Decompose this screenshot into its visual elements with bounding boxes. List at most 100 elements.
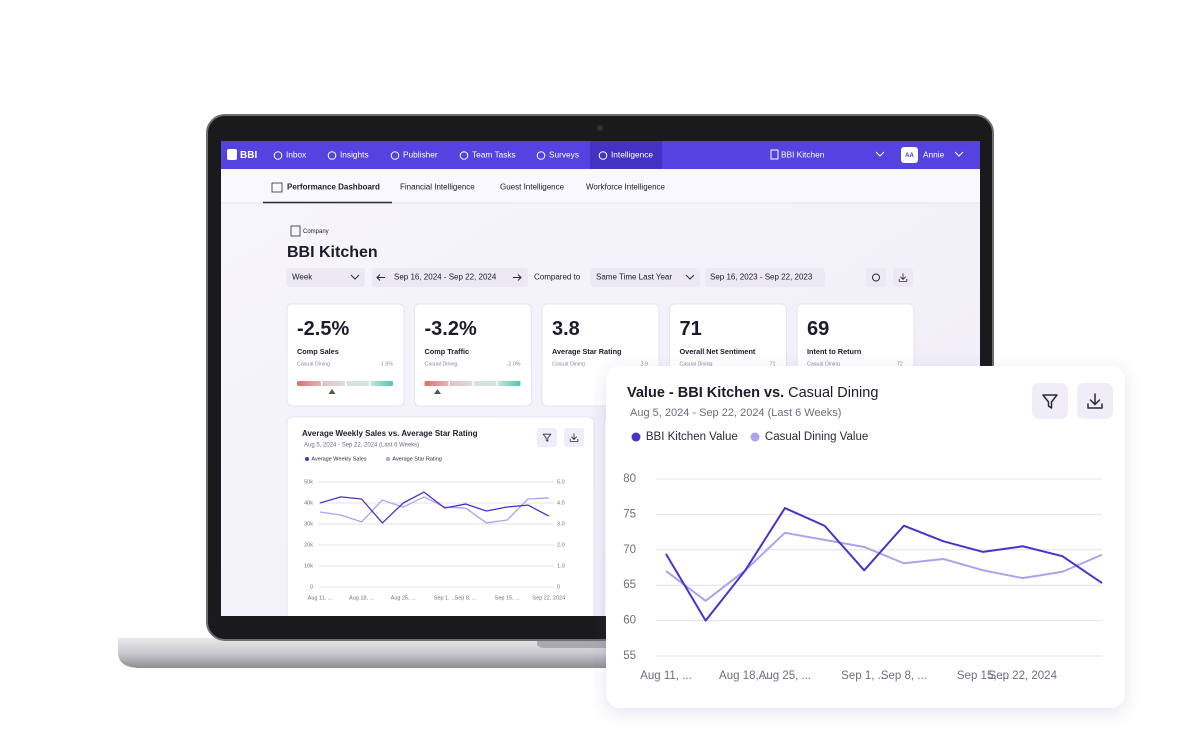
y2-tick-label: 4.0 — [557, 500, 565, 506]
kpi-card — [414, 303, 532, 407]
tab[interactable]: Workforce Intelligence — [586, 183, 666, 192]
nav-item[interactable]: Publisher — [403, 150, 438, 160]
kpi-bar-gap — [345, 381, 347, 386]
kpi-value: -2.5% — [297, 318, 349, 340]
x-tick-label: Sep 1, ... — [841, 670, 887, 682]
chart-title: Value - BBI Kitchen vs. Casual Dining — [627, 385, 878, 401]
kpi-label: Comp Traffic — [425, 347, 470, 356]
nav-icon — [459, 151, 469, 160]
y-tick-label: 40k — [304, 500, 313, 506]
y-tick-label: 20k — [304, 542, 313, 548]
settings-button[interactable] — [866, 268, 886, 287]
y2-tick-label: 5.0 — [557, 479, 565, 485]
arrows — [376, 274, 522, 281]
kpi-value: 3.8 — [552, 318, 580, 340]
nav-icon — [536, 151, 546, 160]
legend-label: BBI Kitchen Value — [646, 431, 738, 443]
nav-item[interactable]: Team Tasks — [472, 150, 516, 160]
card-bg — [606, 366, 1125, 708]
y-tick-label: 80 — [623, 473, 636, 485]
kpi-bar-gap — [496, 381, 498, 386]
avatar-bg — [901, 147, 918, 163]
kpi-benchmark: 3.9 — [641, 361, 648, 367]
y-tick-label: 10k — [304, 563, 313, 569]
legend-dot — [750, 432, 760, 442]
kpi-label: Intent to Return — [807, 347, 861, 356]
y2-tick-label: 1.0 — [557, 563, 565, 569]
y2-tick-label: 3.0 — [557, 521, 565, 527]
x-tick-label: Aug 11, ... — [308, 595, 333, 601]
kpi-value: -3.2% — [425, 318, 477, 340]
kpi-bar-gap — [321, 381, 323, 386]
tab[interactable]: Performance Dashboard — [287, 183, 380, 192]
location[interactable]: BBI Kitchen — [781, 150, 825, 160]
kpi-label: Comp Sales — [297, 347, 339, 356]
compare-select[interactable] — [590, 268, 700, 287]
filter-text: Same Time Last Year — [596, 273, 672, 282]
chart-subtitle: Aug 5, 2024 - Sep 22, 2024 (Last 6 Weeks… — [630, 407, 841, 419]
kpi-value: 69 — [807, 318, 829, 340]
x-tick-label: Aug 11, ... — [640, 670, 692, 682]
x-tick-label: Aug 25, ... — [759, 670, 811, 682]
kpi-label: Overall Net Sentiment — [680, 347, 756, 356]
floating-card: Value - BBI Kitchen vs. Casual Dining Aug … — [606, 366, 1125, 708]
nav-icon — [598, 151, 608, 160]
tab[interactable]: Financial Intelligence — [400, 183, 475, 192]
filter-text: Sep 16, 2024 - Sep 22, 2024 — [394, 273, 497, 282]
y2-tick-label: 0 — [557, 584, 560, 590]
kpi-benchmark: -2.0% — [507, 361, 521, 367]
camera — [597, 125, 603, 131]
x-tick-label: Aug 18, ... — [349, 595, 375, 601]
nav-item[interactable]: Surveys — [549, 150, 579, 160]
y-tick-label: 50k — [304, 479, 313, 485]
y-tick-label: 55 — [623, 650, 636, 662]
nav-icon — [390, 151, 400, 160]
tab[interactable]: Guest Intelligence — [500, 183, 565, 192]
y-tick-label: 30k — [304, 521, 313, 527]
kpi-bar-gap — [448, 381, 450, 386]
location-icon — [770, 149, 779, 160]
kpi-label: Average Star Rating — [552, 347, 621, 356]
logo-mark — [227, 149, 237, 160]
logo: BBI — [240, 150, 257, 161]
legend-label: Average Star Rating — [392, 456, 441, 462]
nav-item[interactable]: Insights — [340, 150, 369, 160]
kpi-benchmark: 72 — [897, 361, 903, 367]
series-line — [665, 531, 1103, 602]
legend-label: Casual Dining Value — [765, 431, 868, 443]
compare-range[interactable] — [705, 268, 825, 287]
chevron — [350, 274, 360, 280]
nav-item[interactable]: Intelligence — [611, 150, 653, 160]
gear-icon — [872, 273, 880, 282]
filter-label: Compared to — [534, 273, 581, 282]
kpi-group: Casual Dining — [680, 361, 713, 367]
chart-title: Average Weekly Sales vs. Average Star Ra… — [302, 429, 478, 438]
header-label: Company — [303, 229, 329, 235]
kpi-group: Casual Dining — [297, 361, 330, 367]
series-line — [319, 496, 549, 524]
x-tick-label: Sep 8, ... — [881, 670, 927, 682]
kpi-benchmark: 71 — [770, 361, 776, 367]
filter-text: Sep 16, 2023 - Sep 22, 2023 — [710, 273, 813, 282]
page-title: BBI Kitchen — [287, 244, 378, 261]
chart-card — [286, 416, 595, 616]
range-select[interactable] — [372, 268, 528, 287]
y2-tick-label: 2.0 — [557, 542, 565, 548]
legend-dot — [631, 432, 641, 442]
nav-item[interactable]: Inbox — [286, 150, 307, 160]
x-tick-label: Sep 22, 2024 — [532, 595, 565, 601]
y-tick-label: 0 — [310, 584, 313, 590]
kpi-group: Casual Dining — [807, 361, 840, 367]
x-tick-label: Aug 18, ... — [719, 670, 771, 682]
filter-button[interactable] — [537, 428, 557, 447]
series-line — [665, 507, 1103, 622]
kpi-group: Casual Dining — [425, 361, 458, 367]
filter-button[interactable] — [1032, 383, 1068, 419]
kpi-benchmark: -1.5% — [379, 361, 393, 367]
period-select[interactable] — [286, 268, 365, 287]
x-tick-label: Sep 1, ... — [434, 595, 456, 601]
nav-icon — [327, 151, 337, 160]
user-name[interactable]: Annie — [923, 150, 945, 160]
tab-bar — [221, 169, 980, 203]
